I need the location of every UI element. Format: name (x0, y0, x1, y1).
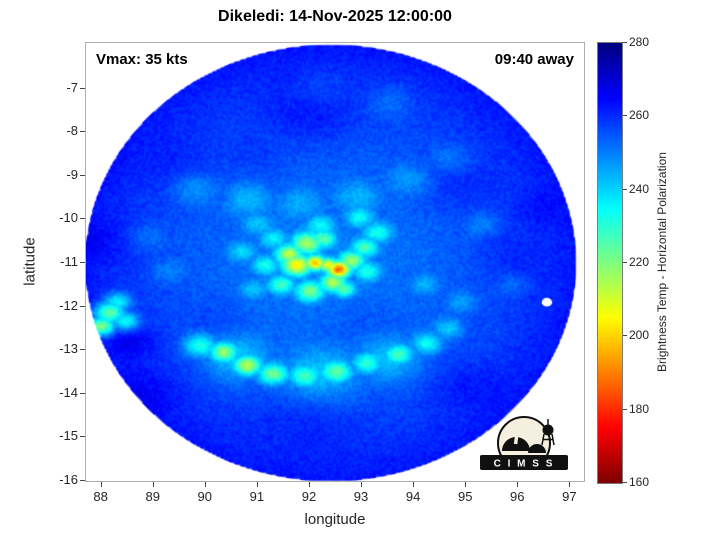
cimss-logo: C I M S S (480, 416, 568, 470)
colorbar-tick-label: 280 (629, 35, 650, 49)
y-tick-mark (80, 262, 85, 263)
y-tick-mark (80, 436, 85, 438)
x-axis-label: longitude (304, 511, 366, 528)
y-tick-label: -11 (60, 254, 78, 269)
y-tick-label: -13 (59, 341, 78, 357)
y-tick-mark (80, 305, 85, 307)
plot-area: Vmax: 35 kts 09:40 away C I M S S (85, 42, 585, 482)
vmax-annotation: Vmax: 35 kts (96, 51, 188, 68)
y-tick-mark (80, 87, 85, 89)
x-tick-label: 93 (353, 489, 369, 504)
x-tick-label: 95 (457, 489, 473, 504)
x-tick-mark (517, 482, 519, 487)
y-tick-label: -14 (59, 384, 78, 400)
logo-banner (480, 455, 568, 470)
figure-title: Dikeledi: 14-Nov-2025 12:00:00 (218, 8, 452, 25)
x-tick-label: 96 (510, 489, 525, 504)
x-tick-label: 92 (301, 489, 317, 504)
x-tick-mark (413, 482, 415, 487)
y-tick-label: -7 (66, 79, 78, 95)
x-tick-mark (256, 482, 258, 487)
x-tick-mark (465, 482, 467, 487)
y-tick-mark (80, 131, 85, 133)
x-tick-mark (204, 482, 206, 487)
y-tick-label: -8 (66, 123, 78, 139)
y-tick-mark (80, 174, 85, 176)
y-tick-mark (80, 218, 85, 220)
water-tower-legs (541, 433, 555, 446)
colorbar-tick-label: 180 (629, 401, 650, 416)
x-tick-label: 90 (197, 489, 213, 504)
y-tick-label: -10 (59, 210, 78, 226)
water-tower-icon (542, 424, 554, 436)
x-tick-mark (361, 482, 363, 487)
colorbar-tick-label: 260 (629, 108, 650, 123)
colorbar-tick-mark (623, 408, 627, 410)
colorbar (597, 42, 623, 484)
colorbar-tick-label: 200 (629, 328, 650, 343)
satellite-image-canvas (86, 43, 584, 481)
x-tick-mark (308, 482, 310, 487)
x-tick-label: 88 (93, 489, 108, 504)
x-tick-mark (152, 482, 154, 487)
x-tick-label: 89 (145, 489, 160, 504)
colorbar-tick-mark (623, 42, 627, 43)
y-tick-mark (80, 349, 85, 351)
colorbar-tick-mark (623, 335, 627, 337)
cimss-logo-text: C I M S S (494, 459, 555, 470)
colorbar-label: Brightness Temp - Horizontal Polarizatio… (655, 152, 669, 372)
y-axis-label: latitude (21, 237, 39, 286)
colorbar-tick-label: 220 (629, 255, 650, 269)
y-tick-label: -16 (59, 471, 78, 487)
x-tick-mark (569, 482, 571, 487)
colorbar-tick-mark (623, 262, 627, 263)
colorbar-tick-mark (623, 115, 627, 117)
observatory-dome-small-icon (528, 444, 546, 453)
x-tick-mark (100, 482, 102, 487)
colorbar-tick-label: 160 (629, 475, 650, 489)
colorbar-tick-label: 240 (629, 181, 650, 196)
y-tick-label: -15 (59, 428, 78, 444)
y-tick-mark (80, 479, 85, 481)
x-tick-label: 94 (405, 489, 421, 504)
colorbar-tick-mark (623, 482, 627, 483)
dome-slit (513, 435, 519, 445)
y-tick-mark (80, 392, 85, 394)
y-tick-label: -9 (66, 166, 78, 182)
x-tick-label: 97 (562, 489, 577, 504)
y-tick-label: -12 (59, 297, 78, 313)
time-away-annotation: 09:40 away (494, 51, 574, 68)
x-tick-label: 91 (249, 489, 265, 504)
colorbar-tick-mark (623, 188, 627, 190)
